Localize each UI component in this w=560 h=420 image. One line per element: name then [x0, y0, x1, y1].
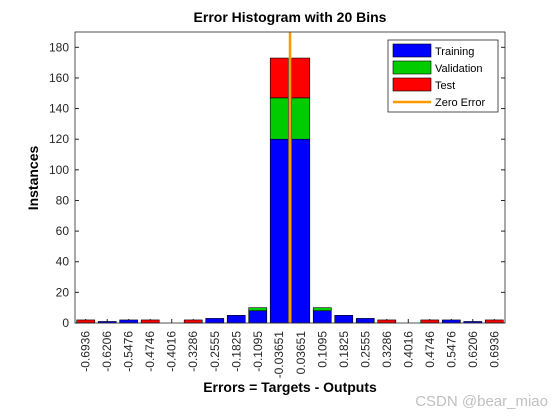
x-tick-label: 0.6936 [487, 331, 501, 368]
legend-swatch [392, 60, 432, 75]
y-tick-label: 80 [56, 193, 70, 207]
x-axis-label: Errors = Targets - Outputs [203, 379, 377, 395]
x-tick-label: 0.4016 [401, 331, 415, 368]
y-tick-label: 100 [49, 163, 69, 177]
bar-segment [269, 57, 289, 99]
legend-label: Test [435, 80, 455, 92]
bar-segment [291, 97, 311, 140]
bar-segment [377, 319, 397, 324]
y-tick-label: 120 [49, 132, 69, 146]
bar-segment [76, 319, 96, 324]
x-tick-label: 0.4746 [423, 331, 437, 368]
bar-segment [183, 319, 203, 324]
x-tick-label: -0.3286 [186, 331, 200, 372]
x-tick-label: -0.4746 [143, 331, 157, 372]
x-tick-label: 0.2555 [358, 331, 372, 368]
legend-label: Validation [435, 63, 483, 75]
bar-segment [269, 97, 289, 140]
x-tick-label: 0.03651 [294, 331, 308, 375]
x-tick-label: 0.1095 [315, 331, 329, 368]
x-tick-label: 0.5476 [444, 331, 458, 368]
y-tick-label: 180 [49, 40, 69, 54]
bar-segment [484, 319, 504, 324]
bar-segment [441, 319, 461, 324]
x-tick-label: -0.03651 [272, 331, 286, 379]
x-tick-label: -0.1095 [251, 331, 265, 372]
x-tick-label: 0.1825 [337, 331, 351, 368]
bar-segment [119, 319, 139, 324]
y-tick-label: 160 [49, 71, 69, 85]
legend-label: Zero Error [435, 97, 485, 109]
legend-swatch [392, 43, 432, 58]
bar-segment [140, 319, 160, 324]
x-tick-label: -0.5476 [122, 331, 136, 372]
bar-segment [291, 138, 311, 324]
x-tick-label: 0.6206 [466, 331, 480, 368]
axes-box [74, 31, 506, 324]
legend-label: Training [435, 46, 474, 58]
watermark: CSDN @bear_miao [415, 393, 548, 410]
bar-segment [248, 310, 268, 324]
chart-title: Error Histogram with 20 Bins [194, 9, 387, 25]
x-tick-label: -0.4016 [165, 331, 179, 372]
bar-segment [312, 307, 332, 312]
x-tick-label: 0.3286 [380, 331, 394, 368]
bar-segment [291, 57, 311, 99]
legend-swatch [392, 77, 432, 92]
x-tick-label: -0.1825 [229, 331, 243, 372]
bar-segment [205, 318, 225, 324]
x-tick-label: -0.2555 [208, 331, 222, 372]
bar-segment [312, 310, 332, 324]
y-axis-label: Instances [25, 145, 41, 210]
y-tick-label: 140 [49, 102, 69, 116]
bar-segment [420, 319, 440, 324]
y-tick-label: 40 [56, 255, 70, 269]
bar-segment [334, 315, 354, 324]
x-tick-label: -0.6206 [100, 331, 114, 372]
x-tick-label: -0.6936 [79, 331, 93, 372]
bar-segment [248, 307, 268, 312]
bar-segment [355, 318, 375, 324]
bar-segment [226, 315, 246, 324]
y-tick-label: 60 [56, 224, 70, 238]
y-tick-label: 20 [56, 285, 70, 299]
y-tick-label: 0 [62, 316, 69, 330]
bar-segment [269, 138, 289, 324]
